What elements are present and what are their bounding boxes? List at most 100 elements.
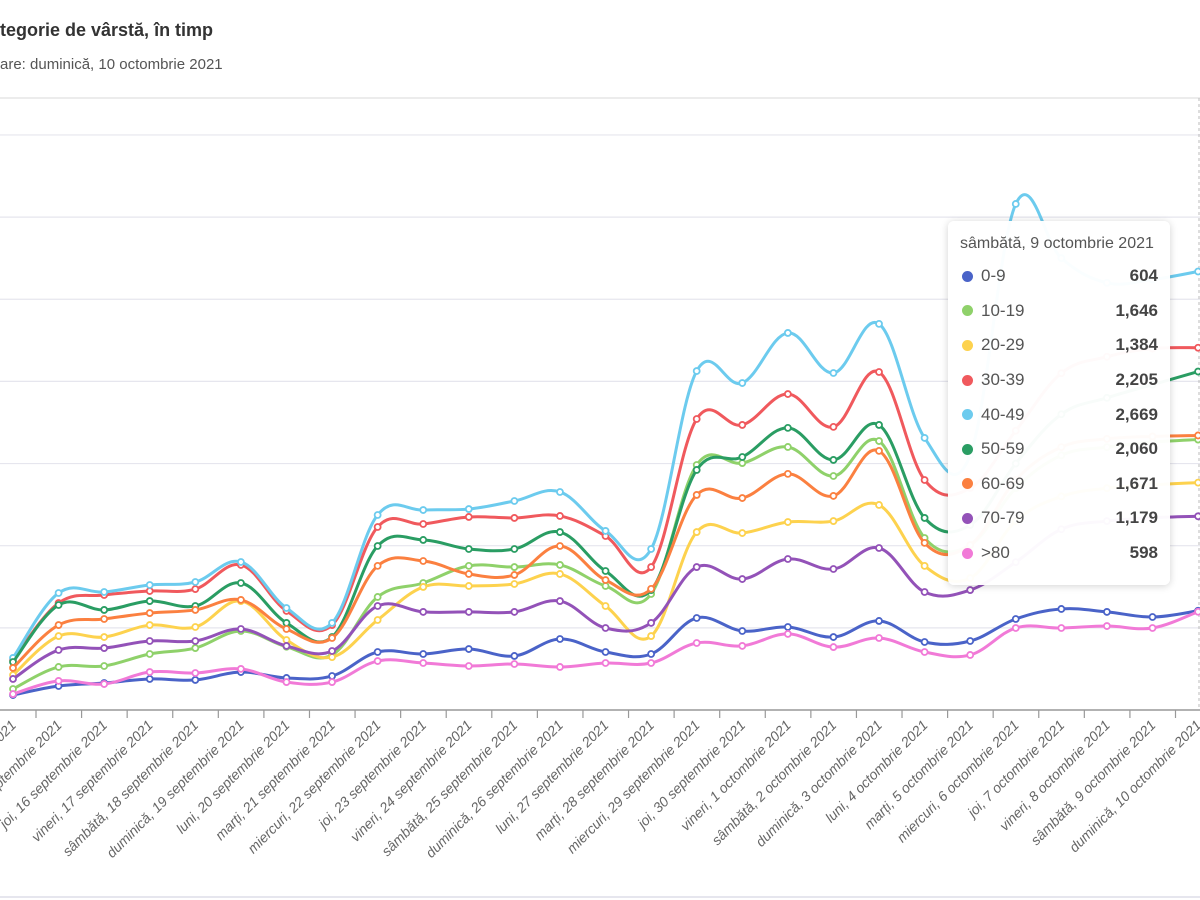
data-point[interactable]	[54, 621, 63, 629]
data-point[interactable]	[282, 678, 291, 686]
data-point[interactable]	[373, 523, 382, 531]
data-point[interactable]	[647, 545, 656, 553]
data-point[interactable]	[556, 570, 564, 578]
data-point[interactable]	[373, 562, 382, 570]
data-point[interactable]	[783, 443, 792, 451]
data-point[interactable]	[692, 614, 701, 622]
data-point[interactable]	[966, 637, 975, 645]
data-point[interactable]	[920, 434, 929, 442]
data-point[interactable]	[1194, 478, 1200, 487]
data-point[interactable]	[875, 501, 883, 509]
data-point[interactable]	[373, 542, 382, 550]
data-point[interactable]	[373, 593, 382, 601]
data-point[interactable]	[9, 690, 17, 698]
data-point[interactable]	[510, 652, 519, 660]
data-point[interactable]	[829, 565, 838, 573]
data-point[interactable]	[145, 621, 154, 629]
data-point[interactable]	[282, 619, 291, 627]
data-point[interactable]	[510, 497, 519, 505]
data-point[interactable]	[783, 555, 792, 563]
data-point[interactable]	[510, 514, 519, 522]
data-point[interactable]	[692, 563, 701, 571]
data-point[interactable]	[692, 466, 701, 474]
data-point[interactable]	[419, 659, 428, 667]
data-point[interactable]	[100, 644, 109, 652]
data-point[interactable]	[738, 459, 747, 467]
data-point[interactable]	[783, 518, 792, 526]
data-point[interactable]	[1011, 615, 1020, 623]
data-point[interactable]	[920, 539, 929, 547]
data-point[interactable]	[191, 637, 200, 645]
data-point[interactable]	[1148, 624, 1157, 632]
data-point[interactable]	[647, 659, 656, 667]
data-point[interactable]	[191, 578, 200, 586]
data-point[interactable]	[783, 630, 792, 638]
data-point[interactable]	[738, 642, 747, 650]
data-point[interactable]	[783, 470, 792, 478]
data-point[interactable]	[510, 608, 519, 616]
data-point[interactable]	[829, 369, 838, 377]
data-point[interactable]	[328, 672, 336, 680]
data-point[interactable]	[1011, 200, 1020, 208]
data-point[interactable]	[328, 653, 336, 661]
data-point[interactable]	[1103, 608, 1111, 616]
data-point[interactable]	[875, 437, 883, 445]
data-point[interactable]	[920, 648, 929, 656]
data-point[interactable]	[282, 625, 291, 633]
data-point[interactable]	[328, 678, 336, 686]
data-point[interactable]	[464, 608, 473, 616]
data-point[interactable]	[601, 527, 610, 535]
data-point[interactable]	[738, 529, 747, 537]
data-point[interactable]	[282, 604, 291, 612]
data-point[interactable]	[875, 368, 883, 376]
data-point[interactable]	[601, 576, 610, 584]
data-point[interactable]	[100, 606, 109, 614]
data-point[interactable]	[875, 617, 883, 625]
data-point[interactable]	[419, 536, 428, 544]
data-point[interactable]	[920, 588, 929, 596]
data-point[interactable]	[875, 319, 883, 328]
data-point[interactable]	[601, 659, 610, 667]
data-point[interactable]	[191, 676, 200, 684]
data-point[interactable]	[191, 669, 200, 677]
data-point[interactable]	[738, 494, 747, 502]
data-point[interactable]	[692, 415, 701, 423]
data-point[interactable]	[920, 476, 929, 484]
data-point[interactable]	[601, 648, 610, 656]
data-point[interactable]	[601, 567, 610, 575]
data-point[interactable]	[510, 563, 519, 571]
data-point[interactable]	[556, 512, 564, 520]
data-point[interactable]	[145, 587, 154, 595]
data-point[interactable]	[328, 647, 336, 655]
data-point[interactable]	[373, 616, 382, 624]
data-point[interactable]	[145, 637, 154, 645]
data-point[interactable]	[236, 625, 245, 633]
data-point[interactable]	[464, 662, 473, 670]
data-point[interactable]	[145, 609, 154, 617]
data-point[interactable]	[738, 627, 747, 635]
data-point[interactable]	[875, 446, 883, 455]
data-point[interactable]	[556, 542, 564, 550]
data-point[interactable]	[738, 453, 747, 461]
data-point[interactable]	[145, 650, 154, 658]
data-point[interactable]	[966, 651, 975, 659]
data-point[interactable]	[875, 544, 883, 552]
data-point[interactable]	[236, 596, 245, 604]
data-point[interactable]	[783, 423, 792, 432]
data-point[interactable]	[647, 585, 656, 593]
data-point[interactable]	[328, 619, 336, 627]
data-point[interactable]	[282, 642, 291, 650]
data-point[interactable]	[373, 657, 382, 665]
data-point[interactable]	[464, 582, 473, 590]
data-point[interactable]	[738, 575, 747, 583]
data-point[interactable]	[419, 583, 428, 591]
data-point[interactable]	[145, 581, 154, 589]
data-point[interactable]	[54, 646, 63, 654]
data-point[interactable]	[647, 632, 656, 640]
data-point[interactable]	[236, 665, 245, 673]
data-point[interactable]	[556, 635, 564, 643]
data-point[interactable]	[738, 421, 747, 429]
data-point[interactable]	[1194, 607, 1200, 616]
data-point[interactable]	[9, 675, 17, 683]
data-point[interactable]	[1103, 622, 1111, 630]
